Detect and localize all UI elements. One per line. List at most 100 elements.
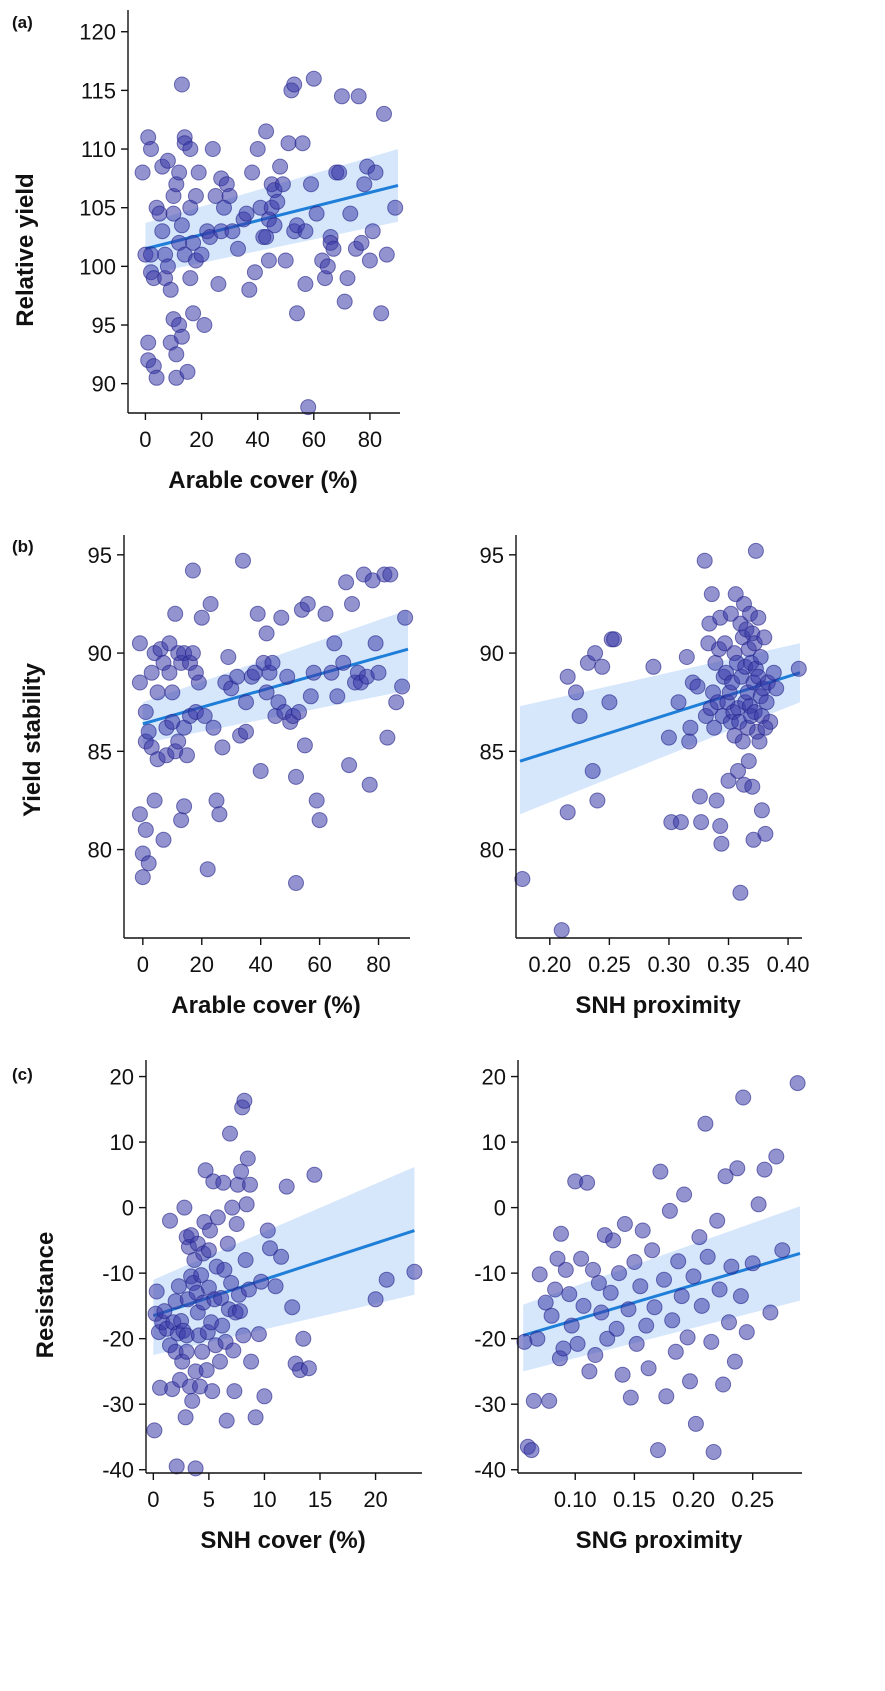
data-point <box>219 1235 236 1252</box>
data-point <box>134 164 151 181</box>
data-point <box>173 217 190 234</box>
data-point <box>225 1342 242 1359</box>
data-point <box>232 1303 248 1320</box>
data-point <box>294 135 311 152</box>
data-point <box>514 871 531 887</box>
x-tick-label: 40 <box>245 427 269 452</box>
data-point <box>159 258 176 275</box>
data-point <box>614 1366 631 1383</box>
data-point <box>323 664 340 681</box>
data-point <box>356 176 373 193</box>
data-point <box>685 1268 702 1285</box>
data-point <box>305 664 322 681</box>
data-point <box>212 1353 228 1370</box>
data-point <box>267 1278 284 1295</box>
y-tick-label: 0 <box>494 1196 506 1221</box>
data-point <box>758 694 775 711</box>
y-tick-label: 100 <box>79 254 116 279</box>
y-tick-label: 20 <box>110 1065 134 1090</box>
data-point <box>171 164 188 181</box>
data-point <box>593 1304 610 1321</box>
data-point <box>216 1261 233 1278</box>
data-point <box>202 1222 218 1239</box>
data-point <box>184 1392 201 1409</box>
data-point <box>559 804 576 821</box>
data-point <box>151 205 168 222</box>
data-point <box>197 1162 214 1179</box>
data-point <box>286 76 303 93</box>
data-point <box>246 264 263 281</box>
confidence-band <box>523 1206 800 1372</box>
x-tick-label: 0.20 <box>528 952 571 977</box>
chart-panel-4: -40 -30 -20 -10 0 10 20 0.10 0.15 0.20 0.25 SNG pro… <box>474 1060 806 1554</box>
data-point <box>557 1261 574 1278</box>
data-point <box>289 305 305 322</box>
y-tick-label: 105 <box>79 196 116 221</box>
y-tick-label: -40 <box>102 1458 134 1483</box>
data-point <box>361 776 378 793</box>
data-point <box>299 596 316 612</box>
data-point <box>559 668 576 685</box>
data-point <box>288 875 304 891</box>
x-axis-label: SNH cover (%) <box>200 1527 365 1554</box>
data-point <box>146 1422 163 1439</box>
data-point <box>143 664 160 681</box>
x-tick-label: 0 <box>139 427 151 452</box>
x-tick-label: 20 <box>190 952 214 977</box>
data-point <box>239 1150 256 1167</box>
data-point <box>184 645 201 662</box>
data-point <box>734 733 751 750</box>
data-point <box>606 631 623 648</box>
data-point <box>703 586 720 603</box>
data-point <box>353 234 370 251</box>
data-point <box>204 1383 221 1400</box>
data-point <box>735 1089 752 1106</box>
data-point <box>373 305 390 322</box>
data-point <box>230 240 246 257</box>
data-point <box>573 1250 590 1267</box>
data-point <box>638 1317 655 1334</box>
data-point <box>703 1333 720 1350</box>
y-tick-label: 95 <box>480 543 504 568</box>
data-point <box>568 684 584 701</box>
data-point <box>184 562 201 579</box>
data-point <box>325 240 342 257</box>
data-point <box>238 694 254 711</box>
data-point <box>295 1330 312 1347</box>
data-point <box>308 205 325 222</box>
data-point <box>209 1209 226 1226</box>
y-tick-label: -40 <box>474 1458 506 1483</box>
data-point <box>339 270 356 287</box>
data-point <box>208 792 225 809</box>
x-tick-label: 15 <box>308 1487 332 1512</box>
data-point <box>364 223 381 240</box>
data-point <box>581 1363 598 1380</box>
data-point <box>236 1092 253 1109</box>
data-point <box>729 1160 746 1177</box>
data-point <box>187 188 204 204</box>
data-point <box>706 719 723 736</box>
data-point <box>601 694 618 711</box>
data-point <box>652 1163 669 1180</box>
data-point <box>140 723 157 740</box>
data-point <box>658 1388 675 1405</box>
y-axis-label: Resistance <box>32 1232 59 1359</box>
y-tick-label: 20 <box>482 1065 506 1090</box>
data-point <box>525 1392 542 1409</box>
data-point <box>585 1261 601 1278</box>
data-point <box>611 1265 627 1282</box>
data-point <box>258 123 275 140</box>
data-point <box>699 1248 716 1265</box>
x-tick-label: 0.40 <box>767 952 810 977</box>
data-point <box>143 246 159 263</box>
data-point <box>274 176 291 193</box>
data-point <box>170 733 187 750</box>
data-point <box>190 164 207 181</box>
data-point <box>376 105 392 122</box>
data-point <box>382 566 399 583</box>
data-point <box>717 1168 734 1185</box>
data-point <box>722 605 739 622</box>
data-point <box>213 1290 230 1306</box>
data-point <box>543 1307 560 1324</box>
data-point <box>140 334 157 351</box>
